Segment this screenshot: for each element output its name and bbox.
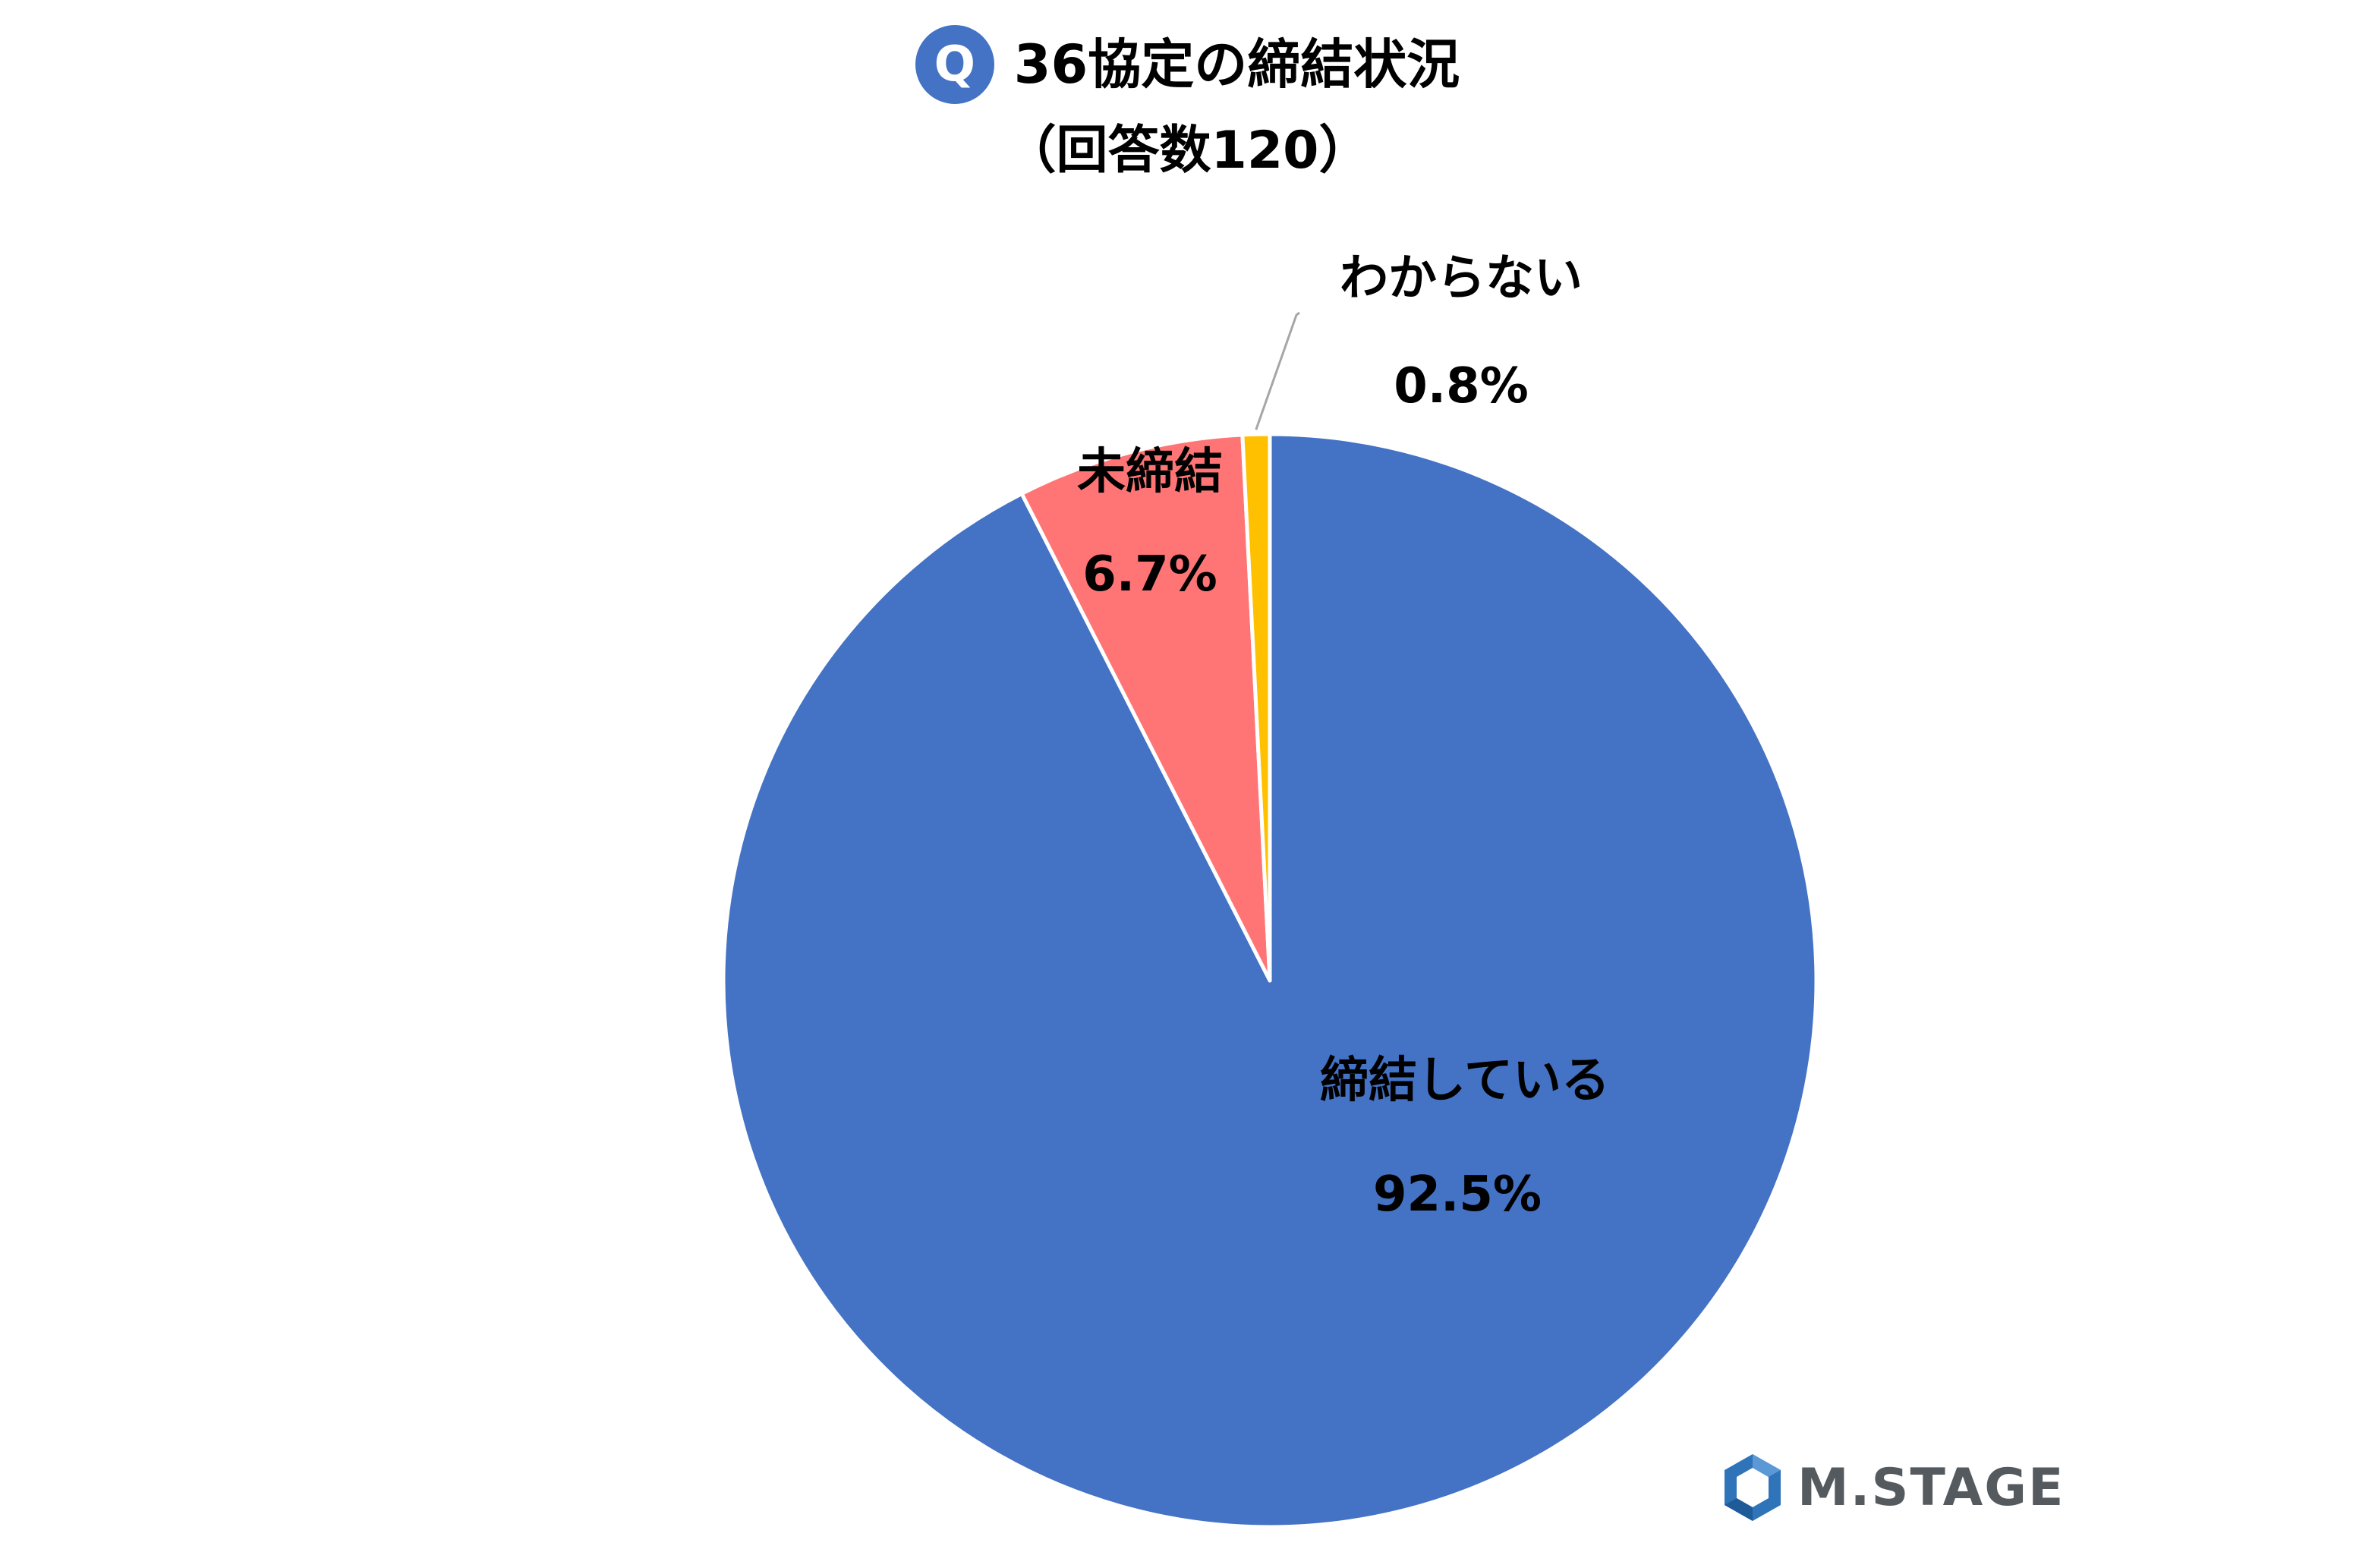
slice-value-label: 92.5%	[1373, 1167, 1542, 1223]
chart-subtitle: （回答数120）	[1004, 121, 1371, 181]
slice-value-label: 6.7%	[1082, 546, 1217, 603]
leader-line	[1255, 311, 1300, 430]
mstage-logo-icon	[1725, 1454, 1781, 1521]
mstage-logo-text: M.STAGE	[1797, 1457, 2065, 1518]
chart-title: 36協定の締結状況	[1013, 33, 1460, 96]
slice-category-label: 締結している	[1320, 1053, 1610, 1109]
slice-category-label: わからない	[1340, 250, 1583, 307]
pie-slice	[1019, 433, 1272, 983]
question-badge-icon: Q	[915, 25, 994, 104]
title-row: Q 36協定の締結状況	[915, 23, 1460, 106]
pie-slice	[1240, 432, 1272, 983]
slice-category-label: 未締結	[1077, 444, 1223, 500]
mstage-logo: M.STAGE	[1721, 1451, 2065, 1524]
chart-title-block: Q 36協定の締結状況 （回答数120）	[0, 23, 2375, 193]
slice-value-label: 0.8%	[1394, 358, 1529, 414]
